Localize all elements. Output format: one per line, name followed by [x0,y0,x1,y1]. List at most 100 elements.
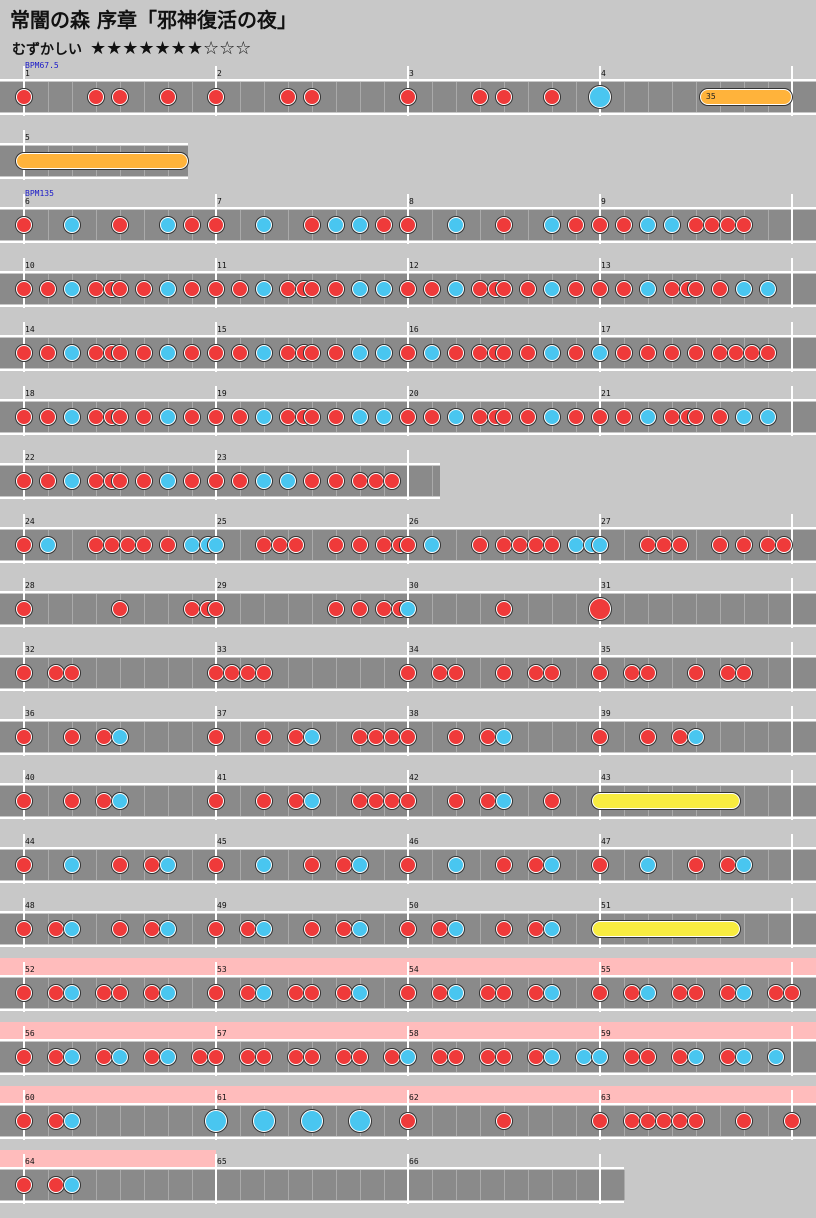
don-note [239,985,256,1001]
ka-note [760,409,776,425]
don-note [376,217,392,233]
beat-tick [336,722,337,752]
don-note [736,665,752,681]
don-note [472,281,488,297]
beat-tick [144,722,145,752]
don-note [400,345,416,361]
don-note [472,537,488,553]
measure-line [791,578,793,628]
measure-number: 21 [601,389,611,398]
don-note [256,537,272,553]
beat-tick [672,82,673,112]
don-note [400,729,416,745]
don-note [136,473,152,489]
don-note [544,665,560,681]
beat-tick [576,82,577,112]
beat-tick [96,658,97,688]
beat-tick [456,1170,457,1200]
ka-big-note [205,1110,227,1132]
measure-number: 66 [409,1157,419,1166]
ka-note [640,409,656,425]
don-note [352,473,368,489]
don-note [448,793,464,809]
don-note [232,409,248,425]
don-note [712,409,728,425]
bpm-marker: BPM67.5 [25,61,59,70]
ka-note [352,409,368,425]
don-note [47,985,64,1001]
beat-tick [240,1106,241,1136]
difficulty-label: むずかしい [12,42,82,58]
beat-tick [336,82,337,112]
measure-line [791,322,793,372]
beat-tick [192,1106,193,1136]
measure-number: 49 [217,901,227,910]
measure-number: 3 [409,69,414,78]
measure-number: 36 [25,709,35,718]
ka-big-note [589,86,611,108]
beat-tick [168,1106,169,1136]
don-note [368,793,385,809]
ka-big-note [349,1110,371,1132]
don-note [736,1113,752,1129]
beat-tick [480,594,481,624]
beat-tick [168,722,169,752]
measure-number: 39 [601,709,611,718]
beat-tick [192,82,193,112]
beat-tick [624,530,625,560]
ka-note [640,281,656,297]
measure-number: 34 [409,645,419,654]
don-note [143,985,160,1001]
don-note [88,537,104,553]
beat-tick [432,594,433,624]
don-note [496,1049,512,1065]
don-note [400,857,416,873]
don-note [239,1049,256,1065]
don-note [640,729,656,745]
don-note [280,89,296,105]
don-note [400,793,416,809]
beat-tick [744,914,745,944]
beat-tick [144,210,145,240]
don-note [496,1113,512,1129]
don-note [592,857,608,873]
measure-line [791,66,793,116]
don-note [112,601,128,617]
ka-note [544,345,560,361]
beat-tick [624,850,625,880]
beat-tick [576,1106,577,1136]
lane-border-bottom [0,177,188,179]
don-note [520,345,536,361]
don-note [527,537,544,553]
don-note [431,985,448,1001]
beat-tick [336,1106,337,1136]
don-note [479,793,496,809]
ka-note [40,537,56,553]
measure-number: 45 [217,837,227,846]
beat-tick [768,594,769,624]
ka-note [736,1049,752,1065]
beat-tick [432,210,433,240]
don-note [568,217,584,233]
measure-number: 35 [601,645,611,654]
don-note [16,921,32,937]
beat-tick [432,1170,433,1200]
beat-tick [192,914,193,944]
don-note [40,409,56,425]
beat-tick [576,978,577,1008]
beat-tick [72,530,73,560]
ka-note [544,217,560,233]
don-note [287,793,304,809]
balloon-roll [592,793,740,809]
don-note [40,473,56,489]
don-note [743,345,760,361]
ka-note [664,217,680,233]
don-note [304,409,320,425]
don-note [400,89,416,105]
don-note [671,537,688,553]
don-note [592,665,608,681]
ka-note [280,473,296,489]
beat-tick [288,658,289,688]
measure-number: 1 [25,69,30,78]
don-note [335,857,352,873]
